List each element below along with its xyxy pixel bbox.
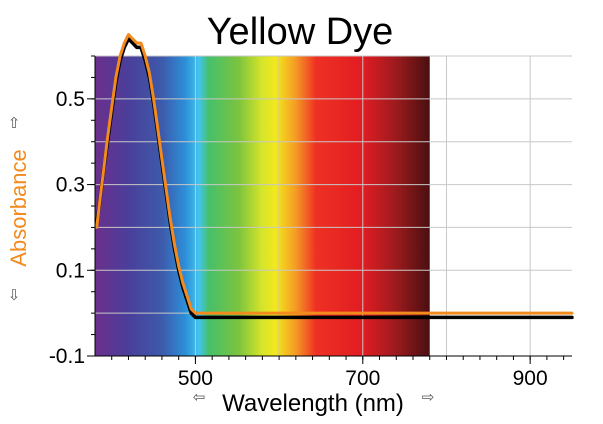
x-axis-label: Wavelength (nm) — [222, 390, 404, 417]
tick-labels: 500 700 900 -0.1 0.1 0.3 0.5 — [49, 88, 548, 390]
series-orange-line — [95, 33, 574, 315]
spectrum-band — [95, 56, 430, 356]
gridlines — [95, 55, 572, 356]
series-layer — [94, 33, 574, 320]
y-axis-label: Absorbance — [6, 149, 31, 266]
chart-title: Yellow Dye — [207, 11, 394, 53]
x-tick-label: 500 — [178, 367, 213, 390]
y-tick-label: 0.5 — [56, 88, 85, 111]
y-tick-label: 0.1 — [56, 259, 85, 282]
x-scroll-left-icon[interactable]: ⇦ — [193, 389, 206, 406]
y-scroll-down-icon[interactable]: ⇩ — [8, 287, 21, 304]
x-tick-label: 700 — [345, 367, 380, 390]
x-tick-label: 900 — [513, 367, 548, 390]
y-tick-label: 0.3 — [56, 174, 85, 197]
x-scroll-right-icon[interactable]: ⇨ — [422, 389, 435, 406]
y-scroll-up-icon[interactable]: ⇧ — [8, 115, 21, 132]
tick-marks — [87, 55, 565, 364]
y-tick-label: -0.1 — [49, 345, 85, 368]
